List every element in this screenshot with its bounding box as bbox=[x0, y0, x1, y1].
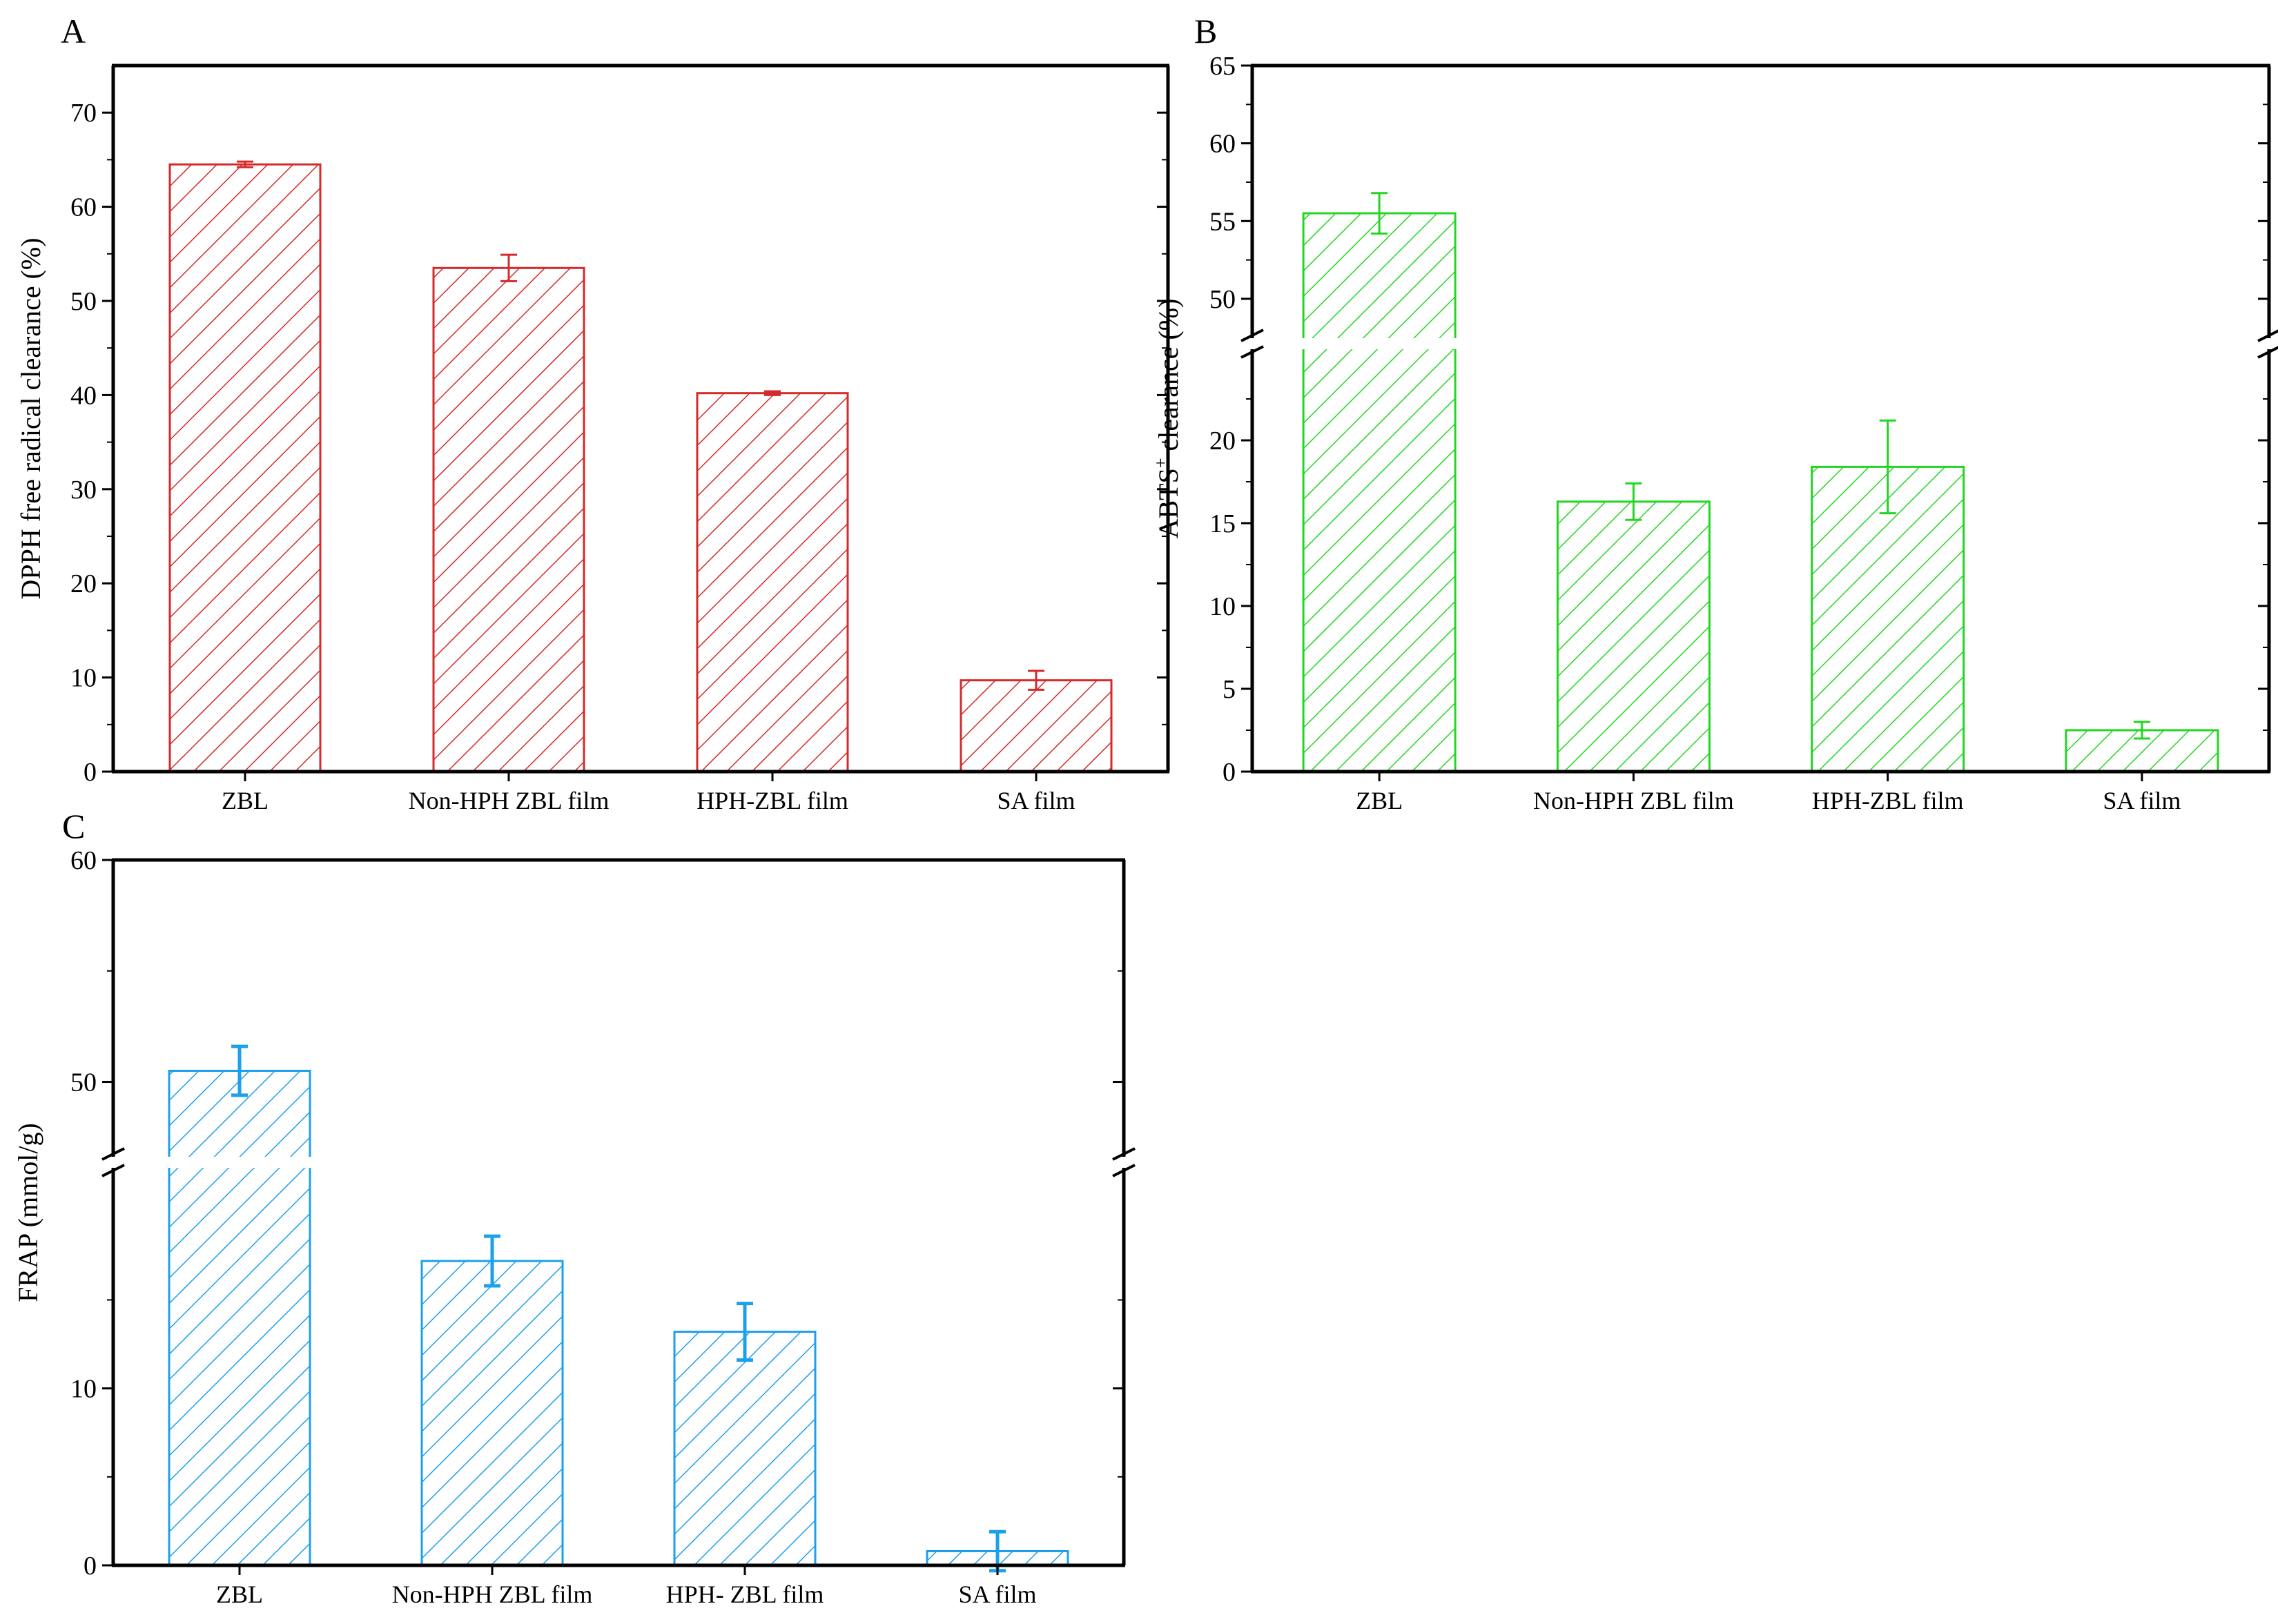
bar-hph-zbl-film bbox=[673, 1331, 817, 1567]
tick-label-x: HPH- ZBL film bbox=[666, 1581, 824, 1608]
error-bar-non-hph-zbl-film bbox=[484, 1234, 500, 1288]
axis-break-mark bbox=[2257, 329, 2278, 342]
axis-break-mark bbox=[2257, 346, 2278, 359]
tick-label-x: Non-HPH ZBL film bbox=[1533, 787, 1734, 814]
error-bar-zbl bbox=[237, 160, 253, 168]
y-axis-label-main: ABTS bbox=[1153, 468, 1184, 538]
tick-label-y: 15 bbox=[1209, 509, 1236, 538]
y-axis-label-rest: clearance (%) bbox=[1153, 299, 1184, 458]
axis-break-gap-right bbox=[2262, 338, 2276, 349]
tick-label-y: 0 bbox=[1223, 758, 1236, 787]
error-bar-zbl bbox=[1371, 192, 1388, 235]
axis-break-gap bbox=[1249, 338, 1657, 349]
tick-label-y: 55 bbox=[1209, 207, 1236, 236]
error-bar-zbl bbox=[231, 1044, 248, 1097]
tick-label-y: 40 bbox=[70, 381, 97, 410]
panel-letter: C bbox=[62, 807, 85, 845]
bar-non-hph-zbl-film bbox=[1556, 500, 1711, 773]
tick-label-y: 10 bbox=[70, 664, 97, 693]
panel-a: A ZBL Non-HPH ZBL film HPH-ZBL film SA film 0… bbox=[15, 12, 1170, 814]
axis-break-mark bbox=[1240, 345, 1264, 359]
panel-b: B ZBL Non-HPH ZBL film HPH-ZBL film SA film 0… bbox=[1151, 12, 2278, 814]
tick-label-y: 10 bbox=[70, 1375, 97, 1404]
axis-break-mark bbox=[101, 1164, 125, 1177]
tick-label-y: 65 bbox=[1209, 52, 1236, 81]
tick-label-y: 10 bbox=[1209, 592, 1236, 621]
error-bar-non-hph-zbl-film bbox=[1625, 482, 1642, 521]
tick-label-y: 60 bbox=[1209, 130, 1236, 159]
bar-non-hph-zbl-film bbox=[432, 266, 585, 773]
tick-label-x: HPH-ZBL film bbox=[697, 787, 848, 814]
tick-label-y: 60 bbox=[70, 193, 97, 222]
axis-break-gap bbox=[110, 1157, 515, 1168]
y-axis-label: DPPH free radical clearance (%) bbox=[15, 237, 46, 599]
error-bar-non-hph-zbl-film bbox=[500, 253, 517, 282]
tick-label-y: 0 bbox=[84, 758, 97, 787]
error-bar-hph-zbl-film bbox=[764, 390, 781, 396]
tick-label-x: SA film bbox=[2103, 787, 2181, 814]
tick-label-y: 0 bbox=[84, 1552, 97, 1581]
error-bar-hph-zbl-film bbox=[1879, 419, 1896, 515]
tick-label-y: 60 bbox=[70, 846, 97, 875]
bar-sa-film bbox=[960, 679, 1113, 773]
tick-label-x: SA film bbox=[997, 787, 1075, 814]
y-axis-label: ABTS+ clearance (%) bbox=[1151, 299, 1184, 539]
y-axis-label-sup: + bbox=[1151, 458, 1171, 469]
tick-label-x: Non-HPH ZBL film bbox=[392, 1581, 593, 1608]
tick-label-x: SA film bbox=[958, 1581, 1036, 1608]
panel-c: C ZBL Non-HPH ZBL film HPH- ZBL film SA film… bbox=[12, 807, 1136, 1608]
tick-label-x: ZBL bbox=[222, 787, 269, 814]
tick-label-x: ZBL bbox=[216, 1581, 263, 1608]
axis-break-mark bbox=[1240, 329, 1264, 342]
error-bar-sa-film bbox=[1028, 669, 1044, 691]
error-bar-hph-zbl-film bbox=[737, 1302, 753, 1362]
tick-label-x: HPH-ZBL film bbox=[1812, 787, 1964, 814]
tick-label-x: ZBL bbox=[1356, 787, 1403, 814]
tick-label-y: 50 bbox=[1209, 285, 1236, 314]
bar-hph-zbl-film bbox=[696, 392, 849, 773]
tick-label-y: 20 bbox=[70, 569, 97, 598]
tick-label-x: Non-HPH ZBL film bbox=[409, 787, 610, 814]
bar-zbl bbox=[168, 1069, 311, 1567]
axis-break-mark bbox=[101, 1147, 125, 1161]
axis-break-gap-right bbox=[1117, 1157, 1131, 1168]
bar-zbl bbox=[1302, 212, 1457, 773]
axes-frame bbox=[102, 63, 1170, 781]
tick-label-y: 30 bbox=[70, 476, 97, 505]
axes-frame bbox=[1240, 63, 2278, 781]
bar-zbl bbox=[168, 163, 322, 773]
tick-label-y: 20 bbox=[1209, 427, 1236, 456]
tick-label-y: 5 bbox=[1223, 675, 1236, 704]
axis-break-mark bbox=[1112, 1147, 1136, 1161]
tick-label-y: 50 bbox=[70, 287, 97, 316]
y-axis-label: FRAP (mmol/g) bbox=[12, 1123, 43, 1302]
error-bar-sa-film bbox=[2133, 721, 2150, 740]
tick-label-y: 50 bbox=[70, 1068, 97, 1097]
axis-break-mark bbox=[1112, 1164, 1136, 1177]
axes-frame bbox=[101, 858, 1136, 1575]
tick-label-y: 70 bbox=[70, 99, 97, 128]
bar-non-hph-zbl-film bbox=[420, 1260, 564, 1567]
panel-letter: A bbox=[61, 12, 86, 50]
panel-letter: B bbox=[1194, 12, 1217, 50]
